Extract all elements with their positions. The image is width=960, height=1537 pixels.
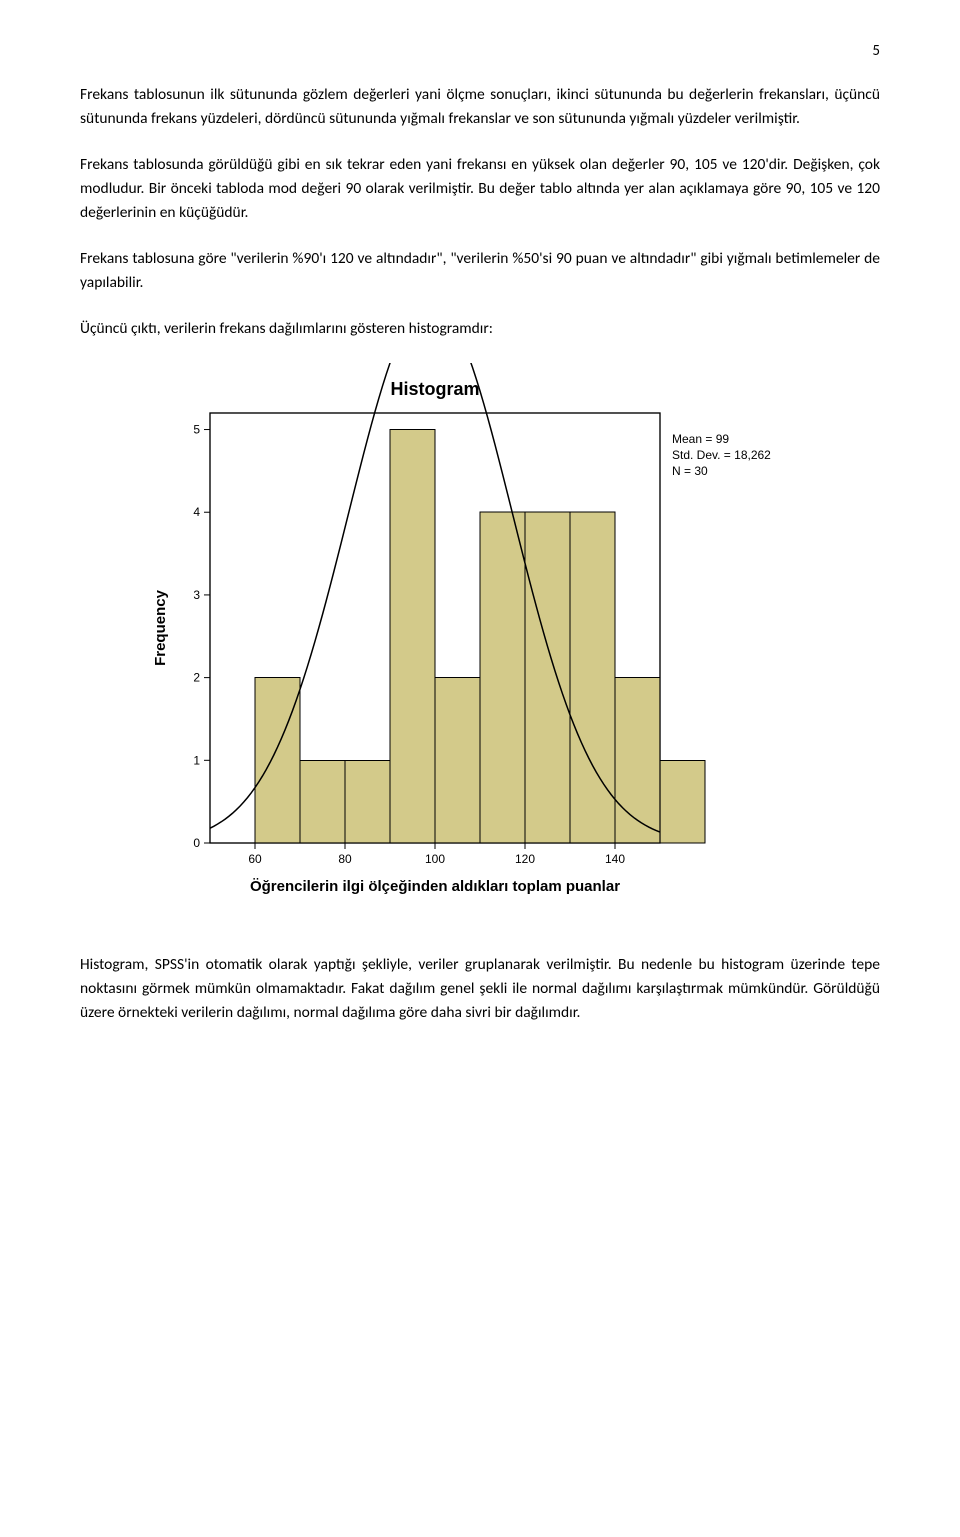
- svg-text:Std. Dev. = 18,262: Std. Dev. = 18,262: [672, 448, 771, 462]
- svg-text:Frequency: Frequency: [152, 590, 169, 667]
- svg-text:3: 3: [193, 588, 200, 602]
- paragraph-1: Frekans tablosunun ilk sütununda gözlem …: [80, 83, 880, 131]
- svg-text:120: 120: [515, 852, 535, 866]
- histogram-svg: 60 80 100 120 140 0 1 2 3 4 5 Histogram Öğrencilerin…: [140, 363, 780, 923]
- svg-text:5: 5: [193, 423, 200, 437]
- paragraph-4: Üçüncü çıktı, verilerin frekans dağılıml…: [80, 317, 880, 341]
- svg-text:140: 140: [605, 852, 625, 866]
- svg-text:Mean = 99: Mean = 99: [672, 432, 729, 446]
- svg-text:0: 0: [193, 836, 200, 850]
- page-number: 5: [80, 40, 880, 63]
- svg-text:N = 30: N = 30: [672, 464, 708, 478]
- svg-text:4: 4: [193, 506, 200, 520]
- svg-text:60: 60: [248, 852, 262, 866]
- svg-text:2: 2: [193, 671, 200, 685]
- svg-text:1: 1: [193, 754, 200, 768]
- svg-text:Histogram: Histogram: [390, 379, 479, 399]
- svg-text:Öğrencilerin ilgi ölçeğinden a: Öğrencilerin ilgi ölçeğinden aldıkları t…: [250, 878, 620, 895]
- paragraph-3: Frekans tablosuna göre "verilerin %90'ı …: [80, 247, 880, 295]
- paragraph-5: Histogram, SPSS'in otomatik olarak yaptı…: [80, 953, 880, 1025]
- paragraph-2: Frekans tablosunda görüldüğü gibi en sık…: [80, 153, 880, 225]
- svg-text:80: 80: [338, 852, 352, 866]
- histogram-chart: 60 80 100 120 140 0 1 2 3 4 5 Histogram Öğrencilerin…: [140, 363, 740, 923]
- svg-text:100: 100: [425, 852, 445, 866]
